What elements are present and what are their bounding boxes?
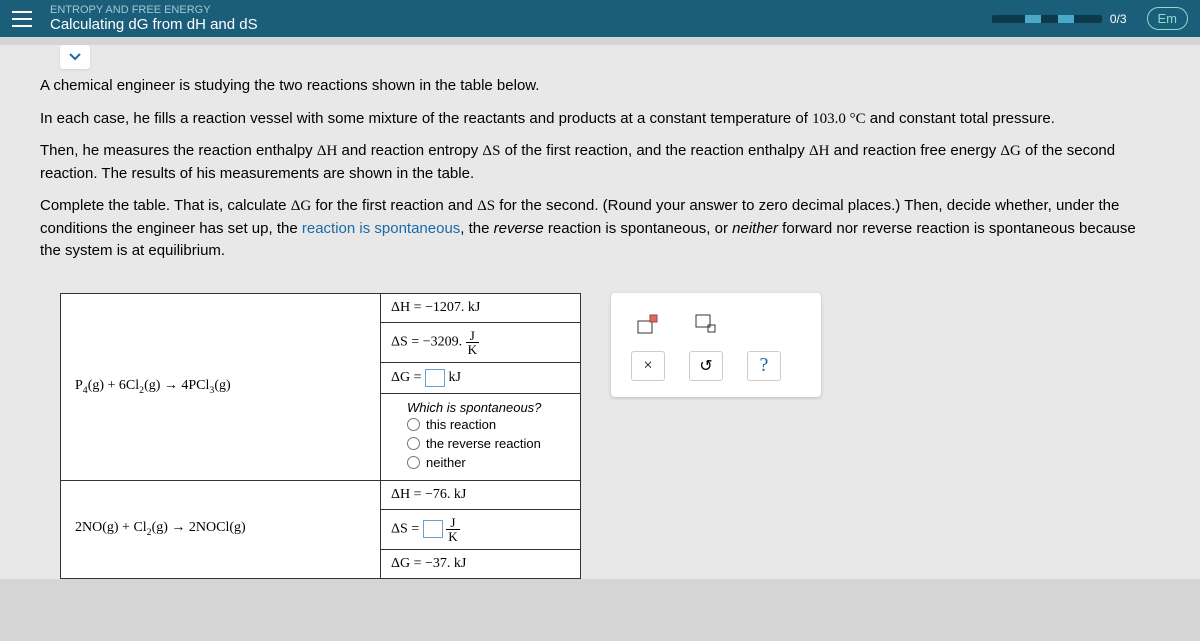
content-area: A chemical engineer is studying the two … [0, 45, 1200, 579]
collapse-toggle[interactable] [60, 45, 90, 69]
subscript-icon [693, 313, 719, 335]
dG-input-1[interactable] [425, 369, 445, 387]
header-title: Calculating dG from dH and dS [50, 16, 992, 33]
table-row: P4(g) + 6Cl2(g) → 4PCl3(g) ΔH = −1207. k… [61, 293, 581, 322]
reaction-1: P4(g) + 6Cl2(g) → 4PCl3(g) [61, 293, 381, 480]
prompt-p3: Then, he measures the reaction enthalpy … [40, 140, 1160, 185]
work-area: P4(g) + 6Cl2(g) → 4PCl3(g) ΔH = −1207. k… [0, 283, 1200, 579]
prompt-p2: In each case, he fills a reaction vessel… [40, 108, 1160, 131]
menu-icon[interactable] [12, 11, 32, 27]
r1-dH: ΔH = −1207. kJ [381, 293, 581, 322]
progress-bar [992, 15, 1102, 23]
header-subtitle: ENTROPY AND FREE ENERGY [50, 4, 992, 16]
chevron-down-icon [69, 53, 81, 61]
app-header: ENTROPY AND FREE ENERGY Calculating dG f… [0, 0, 1200, 37]
prompt-p1: A chemical engineer is studying the two … [40, 75, 1160, 98]
header-titles: ENTROPY AND FREE ENERGY Calculating dG f… [50, 4, 992, 33]
r2-dG: ΔG = −37. kJ [381, 549, 581, 578]
dS-input-2[interactable] [423, 520, 443, 538]
clear-button[interactable]: × [631, 351, 665, 381]
r1-dG: ΔG = kJ [381, 362, 581, 393]
help-button[interactable]: ? [747, 351, 781, 381]
problem-prompt: A chemical engineer is studying the two … [0, 75, 1200, 283]
superscript-icon [635, 313, 661, 335]
r2-dS: ΔS = JK [381, 509, 581, 549]
undo-button[interactable]: ↺ [689, 351, 723, 381]
reaction-table: P4(g) + 6Cl2(g) → 4PCl3(g) ΔH = −1207. k… [60, 293, 581, 579]
progress-text: 0/3 [1110, 12, 1127, 26]
radio-neither[interactable]: neither [391, 453, 570, 472]
superscript-button[interactable] [631, 309, 665, 339]
r1-spont: Which is spontaneous? this reaction the … [381, 393, 581, 480]
tool-palette: × ↺ ? [611, 293, 821, 397]
r1-dS: ΔS = −3209. JK [381, 322, 581, 362]
radio-reverse[interactable]: the reverse reaction [391, 434, 570, 453]
radio-this[interactable]: this reaction [391, 415, 570, 434]
table-row: 2NO(g) + Cl2(g) → 2NOCl(g) ΔH = −76. kJ [61, 480, 581, 509]
r2-dH: ΔH = −76. kJ [381, 480, 581, 509]
em-button[interactable]: Em [1147, 7, 1189, 30]
reaction-2: 2NO(g) + Cl2(g) → 2NOCl(g) [61, 480, 381, 578]
subscript-button[interactable] [689, 309, 723, 339]
prompt-p4: Complete the table. That is, calculate Δ… [40, 195, 1160, 263]
